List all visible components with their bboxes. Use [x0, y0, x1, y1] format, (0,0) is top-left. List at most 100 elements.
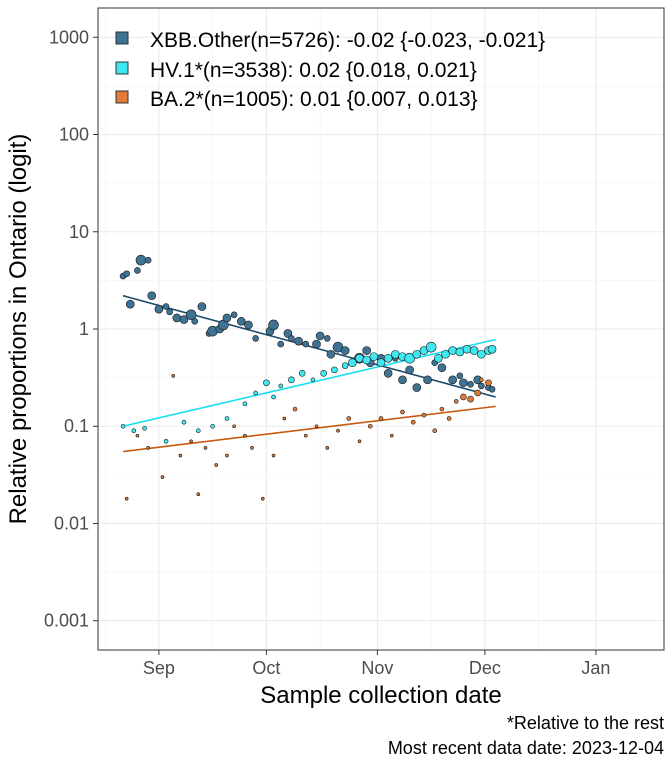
data-point-hv1: [210, 423, 215, 429]
data-point-ba2: [400, 409, 405, 415]
data-point-ba2: [467, 395, 474, 403]
caption-recent-date: Most recent data date: 2023-12-04: [388, 738, 664, 758]
data-point-hv1: [462, 344, 472, 354]
data-point-xbb-other: [448, 375, 457, 385]
data-point-hv1: [391, 349, 400, 359]
data-point-ba2: [485, 379, 492, 387]
data-point-ba2: [410, 419, 416, 425]
data-point-hv1: [448, 346, 457, 355]
data-point-ba2: [303, 433, 308, 438]
x-tick-label: Sep: [143, 658, 175, 678]
data-point-hv1: [224, 416, 230, 421]
data-point-ba2: [214, 463, 219, 467]
data-point-hv1: [404, 352, 415, 364]
data-point-hv1: [181, 419, 187, 425]
data-point-ba2: [171, 374, 176, 378]
data-point-ba2: [479, 377, 484, 383]
x-axis-title: Sample collection date: [260, 682, 501, 709]
data-point-xbb-other: [412, 383, 422, 392]
data-point-hv1: [434, 353, 443, 363]
data-point-hv1: [163, 439, 169, 444]
data-point-xbb-other: [123, 270, 130, 278]
data-point-ba2: [225, 453, 229, 458]
data-point-ba2: [325, 446, 330, 450]
data-point-xbb-other: [423, 375, 432, 385]
data-point-hv1: [242, 401, 248, 407]
data-point-hv1: [487, 344, 497, 354]
data-point-ba2: [421, 412, 427, 418]
fit-line-xbb-other: [122, 294, 496, 398]
data-point-xbb-other: [268, 319, 279, 331]
data-point-xbb-other: [162, 303, 170, 310]
data-point-hv1: [263, 379, 270, 387]
data-point-ba2: [292, 406, 298, 412]
y-tick-label: 1000: [49, 27, 89, 47]
data-point-ba2: [357, 439, 362, 444]
data-point-xbb-other: [326, 349, 336, 359]
data-point-hv1: [412, 349, 422, 359]
data-point-hv1: [142, 426, 147, 431]
y-axis-title: Relative proportions in Ontario (logit): [5, 134, 32, 525]
data-point-hv1: [253, 390, 258, 396]
data-point-ba2: [453, 399, 459, 404]
data-point-xbb-other: [185, 309, 197, 321]
data-point-ba2: [178, 453, 183, 458]
data-point-ba2: [282, 416, 287, 421]
fit-line-hv1: [122, 338, 496, 428]
data-point-xbb-other: [456, 372, 464, 380]
data-point-xbb-other: [283, 329, 293, 338]
y-tick-label: 0.1: [64, 416, 89, 436]
data-point-hv1: [278, 383, 283, 389]
data-point-ba2: [203, 446, 208, 450]
data-point-hv1: [362, 355, 371, 365]
data-point-xbb-other: [191, 318, 199, 325]
x-tick-label: Jan: [581, 658, 610, 678]
data-point-hv1: [369, 352, 379, 361]
data-point-xbb-other: [437, 363, 447, 372]
data-point-ba2: [189, 439, 193, 444]
data-point-xbb-other: [459, 378, 468, 388]
data-point-ba2: [389, 433, 394, 438]
data-point-xbb-other: [312, 339, 321, 349]
data-point-xbb-other: [144, 256, 152, 264]
data-point-xbb-other: [398, 375, 407, 385]
data-point-ba2: [367, 423, 373, 429]
series-ba2: [124, 374, 492, 501]
data-point-xbb-other: [288, 335, 295, 342]
data-point-hv1: [288, 376, 295, 384]
data-point-xbb-other: [230, 311, 238, 319]
x-tick-label: Dec: [469, 658, 501, 678]
data-point-xbb-other: [134, 267, 141, 274]
x-tick-label: Nov: [361, 658, 393, 678]
data-point-hv1: [376, 358, 386, 368]
data-point-xbb-other: [147, 291, 157, 301]
data-point-xbb-other: [172, 313, 182, 323]
data-point-xbb-other: [197, 302, 207, 311]
data-point-hv1: [355, 353, 364, 363]
data-point-hv1: [477, 349, 486, 359]
data-point-xbb-other: [362, 346, 371, 355]
data-point-hv1: [348, 358, 357, 368]
data-point-hv1: [271, 394, 276, 400]
data-point-xbb-other: [478, 382, 485, 390]
data-point-ba2: [250, 446, 254, 450]
x-tick-label: Oct: [252, 658, 280, 678]
data-points: [119, 254, 497, 501]
data-point-hv1: [441, 349, 450, 359]
data-point-ba2: [146, 446, 150, 450]
data-point-xbb-other: [302, 340, 310, 348]
data-point-ba2: [243, 433, 247, 438]
y-tick-label: 100: [59, 125, 89, 145]
data-point-xbb-other: [252, 335, 259, 342]
data-point-ba2: [432, 428, 438, 433]
data-point-xbb-other: [405, 365, 414, 375]
data-point-ba2: [439, 406, 445, 412]
data-point-xbb-other: [294, 336, 303, 346]
data-point-ba2: [124, 496, 129, 501]
x-axis: Sep Oct Nov Dec Jan: [143, 650, 610, 678]
y-tick-label: 1: [79, 319, 89, 339]
data-point-xbb-other: [340, 346, 350, 355]
data-point-ba2: [346, 416, 352, 421]
data-point-hv1: [469, 346, 479, 355]
